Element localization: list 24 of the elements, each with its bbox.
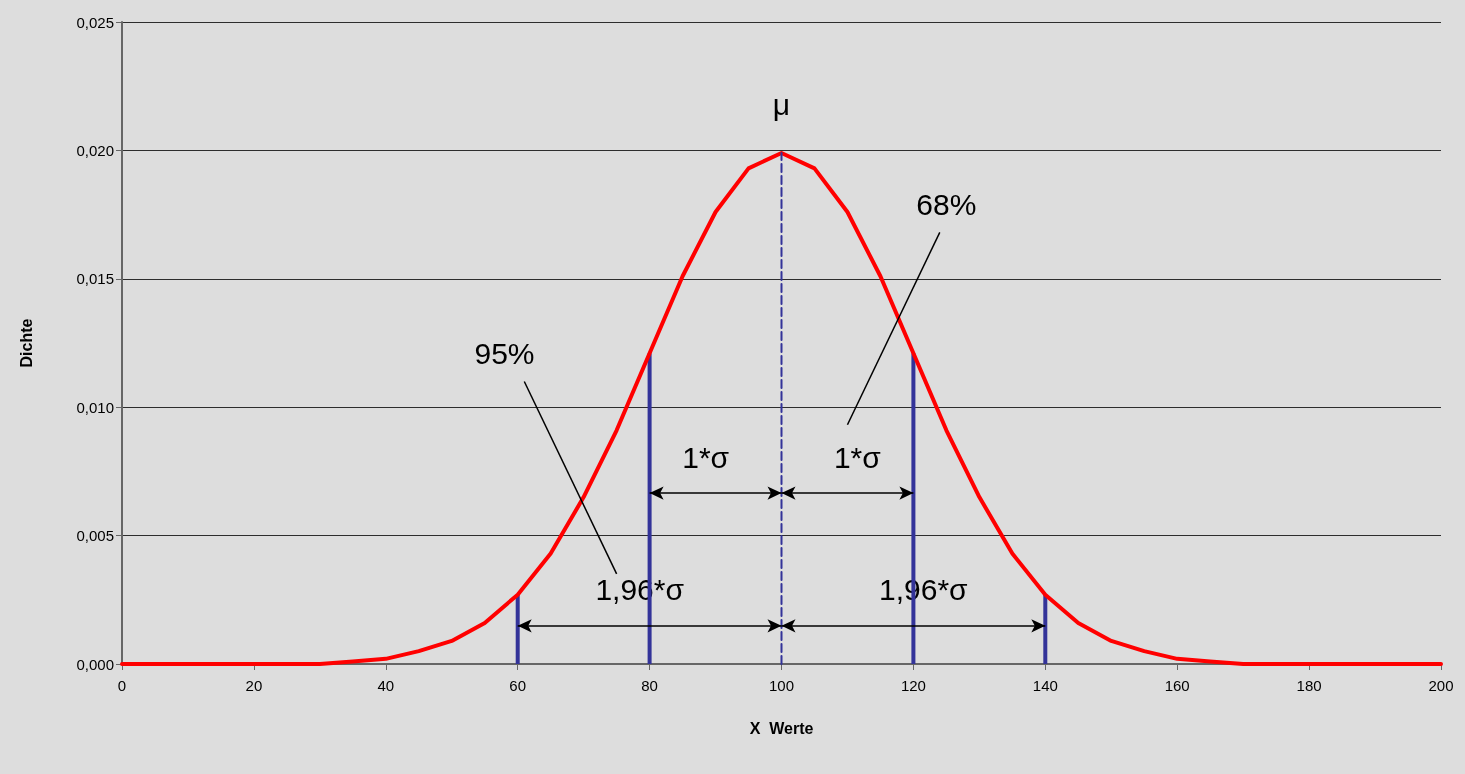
x-tick-label: 100 bbox=[768, 677, 795, 694]
x-tick-label: 160 bbox=[1164, 677, 1190, 694]
x-tick-label: 40 bbox=[377, 677, 395, 694]
x-tick-label: 0 bbox=[117, 677, 127, 694]
y-tick-label: 0,000 bbox=[76, 655, 114, 673]
annotation: μ bbox=[772, 88, 791, 122]
annotation: 95% bbox=[474, 336, 535, 370]
y-tick-label: 0,015 bbox=[76, 270, 114, 288]
x-tick-label: 60 bbox=[509, 677, 527, 694]
x-tick-label: 80 bbox=[641, 677, 658, 694]
x-tick-label: 20 bbox=[245, 677, 263, 694]
annotation: 1*σ bbox=[833, 440, 882, 474]
x-tick-label: 200 bbox=[1428, 677, 1454, 694]
y-tick-label: 0,005 bbox=[76, 527, 114, 545]
x-tick-label: 140 bbox=[1032, 677, 1058, 694]
x-tick-label: 180 bbox=[1296, 677, 1322, 694]
x-axis-title: X Werte bbox=[749, 719, 814, 737]
y-tick-label: 0,010 bbox=[76, 398, 114, 416]
annotation: 1*σ bbox=[682, 440, 730, 474]
annotation: 68% bbox=[916, 187, 977, 221]
x-tick-label: 120 bbox=[900, 677, 926, 694]
y-axis-title: Dichte bbox=[17, 318, 35, 368]
y-tick-label: 0,020 bbox=[76, 141, 114, 159]
y-tick-label: 0,025 bbox=[76, 13, 114, 31]
